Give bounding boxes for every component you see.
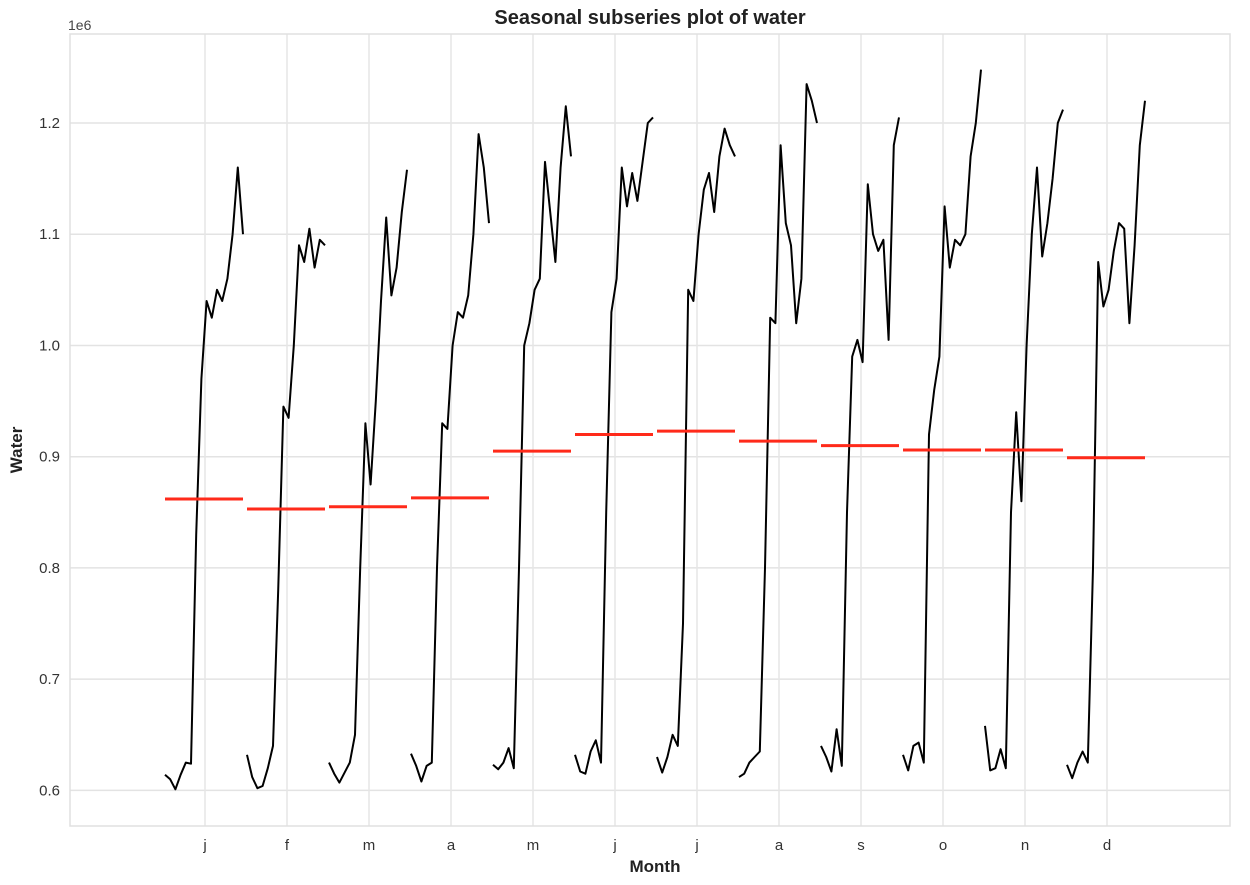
x-tick-label: m bbox=[363, 837, 376, 854]
x-tick-label: s bbox=[857, 837, 865, 854]
subseries-line-j bbox=[574, 116, 654, 775]
x-tick-label: j bbox=[202, 837, 206, 854]
chart-title: Seasonal subseries plot of water bbox=[494, 7, 805, 29]
y-tick-label: 1.1 bbox=[39, 226, 60, 243]
subseries-line-s bbox=[820, 117, 900, 773]
x-tick-label: a bbox=[775, 837, 784, 854]
subseries-line-m bbox=[492, 105, 572, 771]
subseries-line-j bbox=[164, 166, 244, 791]
x-tick-label: j bbox=[694, 837, 698, 854]
x-tick-label: m bbox=[527, 837, 540, 854]
y-tick-label: 0.6 bbox=[39, 782, 60, 799]
x-tick-label: f bbox=[285, 837, 290, 854]
y-tick-label: 0.8 bbox=[39, 560, 60, 577]
y-tick-label: 1.0 bbox=[39, 337, 60, 354]
plot-area-frame bbox=[69, 33, 1231, 827]
subseries-line-f bbox=[246, 227, 326, 790]
subseries-line-a bbox=[738, 83, 818, 778]
x-tick-label: n bbox=[1021, 837, 1029, 854]
subseries-line-o bbox=[902, 69, 982, 772]
y-tick-labels: 0.6 0.7 0.8 0.9 1.0 1.1 1.2 bbox=[39, 115, 60, 799]
subseries-line-d bbox=[1066, 100, 1146, 780]
x-tick-label: j bbox=[612, 837, 616, 854]
subseries-line-n bbox=[984, 109, 1064, 772]
x-tick-label: o bbox=[939, 837, 947, 854]
subseries-line-a bbox=[410, 133, 490, 783]
y-offset-label: 1e6 bbox=[68, 17, 92, 33]
x-tick-label: d bbox=[1103, 837, 1111, 854]
y-tick-label: 0.7 bbox=[39, 671, 60, 688]
subseries-lines bbox=[164, 69, 1146, 791]
x-axis-label: Month bbox=[630, 857, 681, 876]
y-tick-label: 0.9 bbox=[39, 449, 60, 466]
x-tick-label: a bbox=[447, 837, 456, 854]
y-tick-label: 1.2 bbox=[39, 115, 60, 132]
subseries-line-j bbox=[656, 127, 736, 774]
y-axis-label: Water bbox=[7, 426, 26, 473]
mean-lines bbox=[165, 429, 1145, 511]
subseries-line-m bbox=[328, 169, 408, 784]
